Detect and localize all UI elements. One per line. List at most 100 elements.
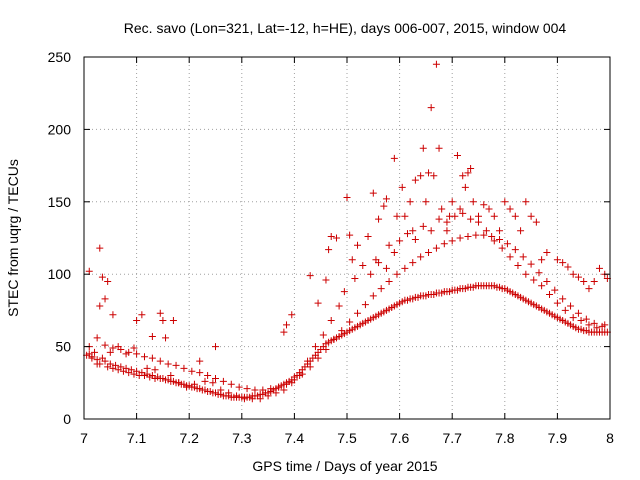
data-point xyxy=(196,369,204,377)
data-point xyxy=(235,383,243,391)
data-point xyxy=(467,215,475,223)
data-point xyxy=(456,234,464,242)
data-point xyxy=(409,259,417,267)
data-point xyxy=(503,240,511,248)
data-point xyxy=(272,389,280,397)
data-point xyxy=(538,256,546,264)
data-point xyxy=(382,264,390,272)
data-point xyxy=(96,244,104,252)
data-point xyxy=(275,383,283,391)
data-point xyxy=(219,377,227,385)
y-tick-label: 50 xyxy=(55,339,71,355)
data-point xyxy=(553,256,561,264)
data-point xyxy=(227,380,235,388)
data-point xyxy=(259,386,267,394)
data-point xyxy=(538,282,546,290)
data-point xyxy=(593,324,601,332)
data-point xyxy=(217,386,225,394)
data-point xyxy=(448,237,456,245)
data-point xyxy=(332,234,340,242)
data-point xyxy=(130,344,138,352)
data-point xyxy=(212,374,219,382)
data-point xyxy=(359,262,367,270)
data-point xyxy=(514,262,522,270)
data-point xyxy=(564,263,572,271)
data-point xyxy=(409,227,417,235)
data-point xyxy=(114,343,122,351)
data-point xyxy=(93,334,101,342)
data-point xyxy=(595,264,603,272)
data-point xyxy=(585,321,593,329)
data-point xyxy=(482,227,490,235)
data-point xyxy=(322,345,330,353)
data-point xyxy=(133,367,141,375)
x-tick-label: 7.9 xyxy=(548,430,568,446)
data-point xyxy=(464,233,472,241)
data-point xyxy=(569,314,577,322)
data-point xyxy=(159,317,167,325)
data-point xyxy=(490,212,498,220)
data-point xyxy=(335,302,343,310)
data-point xyxy=(577,317,585,325)
data-point xyxy=(369,292,377,300)
data-point xyxy=(427,104,435,112)
data-point xyxy=(340,288,348,296)
data-point xyxy=(559,259,567,267)
data-point xyxy=(156,357,164,365)
data-point xyxy=(204,372,212,380)
data-point xyxy=(506,205,514,213)
data-point xyxy=(435,215,443,223)
data-point xyxy=(201,377,209,385)
data-point xyxy=(267,385,275,393)
data-point xyxy=(551,286,559,294)
data-point xyxy=(172,361,180,369)
data-point xyxy=(496,227,504,235)
data-point xyxy=(156,309,164,317)
data-point xyxy=(411,176,419,184)
data-point xyxy=(162,334,170,342)
data-point xyxy=(417,172,425,180)
data-point xyxy=(390,248,398,256)
data-point xyxy=(535,269,543,277)
x-tick-label: 7.8 xyxy=(495,430,515,446)
data-point xyxy=(422,198,430,206)
data-point xyxy=(304,357,312,365)
data-point xyxy=(264,392,272,400)
data-point xyxy=(346,231,354,239)
data-point xyxy=(456,205,464,213)
y-tick-label: 200 xyxy=(48,121,72,137)
data-point xyxy=(148,332,156,340)
data-point xyxy=(133,350,141,358)
data-point xyxy=(188,367,196,375)
data-point xyxy=(393,270,401,278)
data-point xyxy=(425,248,433,256)
data-point xyxy=(488,233,496,241)
data-point xyxy=(98,273,106,281)
data-point xyxy=(506,253,514,261)
data-point xyxy=(559,295,567,303)
data-point xyxy=(180,364,188,372)
data-point xyxy=(448,198,456,206)
data-point xyxy=(546,290,554,298)
data-point xyxy=(419,144,427,152)
data-point xyxy=(240,395,248,403)
data-point xyxy=(96,302,104,310)
data-point xyxy=(348,256,356,264)
axis-ticks xyxy=(83,56,611,420)
data-point xyxy=(511,212,519,220)
data-point xyxy=(590,319,598,327)
x-tick-label: 7.7 xyxy=(442,430,462,446)
data-point xyxy=(138,311,146,319)
data-point xyxy=(140,353,148,361)
data-point xyxy=(183,383,191,391)
data-point xyxy=(325,246,333,254)
data-point xyxy=(582,315,590,323)
data-point xyxy=(527,260,535,268)
data-point xyxy=(327,233,335,241)
data-point xyxy=(567,302,575,310)
data-point xyxy=(432,244,440,252)
data-point xyxy=(143,364,151,372)
x-tick-label: 8 xyxy=(606,430,614,446)
data-point xyxy=(112,361,120,369)
x-tick-label: 7.4 xyxy=(285,430,305,446)
